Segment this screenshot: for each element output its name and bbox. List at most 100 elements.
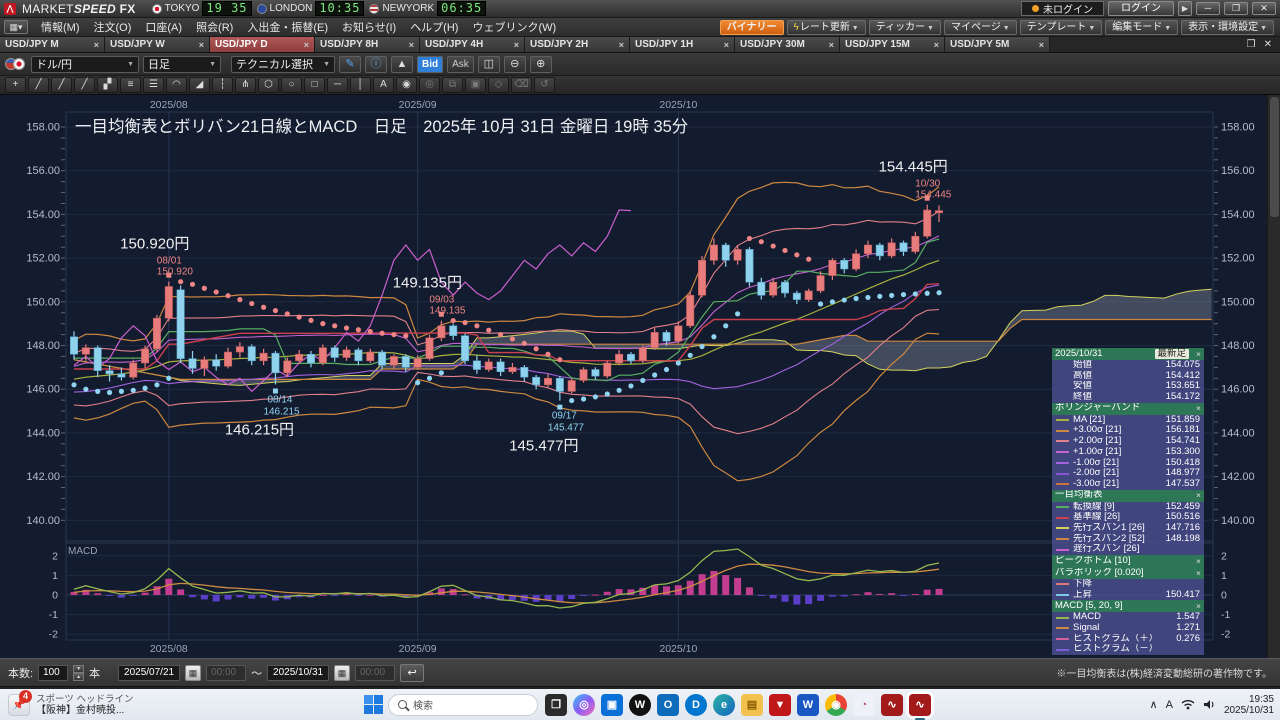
mcafee-icon[interactable]: ▼	[769, 693, 791, 716]
chart-scrollbar[interactable]	[1267, 95, 1280, 658]
tab-close-icon[interactable]: ×	[933, 39, 939, 50]
tab-usd-jpy-5m[interactable]: USD/JPY 5M ×	[945, 37, 1050, 52]
menu-button-5[interactable]: 編集モード ▼	[1105, 19, 1179, 35]
bars-count-input[interactable]: 100	[38, 664, 69, 681]
draw-tool-0[interactable]: +	[5, 77, 26, 93]
word-icon[interactable]: W	[797, 693, 819, 716]
section-close-icon[interactable]: ×	[1196, 403, 1201, 414]
draw-tool-9[interactable]: ┆	[212, 77, 233, 93]
reload-range-button[interactable]: ↩	[400, 663, 425, 682]
bid-toggle-button[interactable]: Bid	[417, 55, 444, 73]
login-button[interactable]: ログイン	[1108, 1, 1174, 16]
zoom-in-button[interactable]: ⊕	[529, 55, 552, 73]
candle-style-button[interactable]: ◫	[477, 55, 500, 73]
tab-close-icon[interactable]: ×	[303, 39, 309, 50]
draw-tool-11[interactable]: ⬡	[258, 77, 279, 93]
outlook-icon[interactable]: O	[657, 693, 679, 716]
tab-close-icon[interactable]: ×	[408, 39, 414, 50]
menu-item-R[interactable]: 照会(R)	[196, 22, 234, 34]
draw-mode-button[interactable]: ✎	[339, 55, 361, 73]
draw-tool-23[interactable]: ↺	[534, 77, 555, 93]
tab-usd-jpy-1h[interactable]: USD/JPY 1H ×	[630, 37, 735, 52]
close-button[interactable]: ✕	[1252, 2, 1276, 15]
taskbar-clock[interactable]: 19:35 2025/10/31	[1224, 694, 1274, 716]
calendar-to-icon[interactable]: ▦	[334, 664, 351, 681]
start-button[interactable]	[362, 694, 384, 716]
hidden-icons-caret[interactable]: ∧	[1149, 699, 1158, 711]
menu-button-4[interactable]: テンプレート ▼	[1019, 19, 1103, 35]
tab-close-icon[interactable]: ×	[93, 39, 99, 50]
tab-usd-jpy-2h[interactable]: USD/JPY 2H ×	[525, 37, 630, 52]
bars-count-stepper[interactable]: ▼ ▲	[73, 664, 85, 681]
calendar-from-icon[interactable]: ▦	[185, 664, 202, 681]
menu-button-2[interactable]: ティッカー ▼	[868, 19, 941, 35]
draw-tool-19[interactable]: ⧉	[442, 77, 463, 93]
marketspeed-active-icon[interactable]: ∿	[909, 693, 931, 720]
section-close-icon[interactable]: ×	[1196, 555, 1201, 566]
menu-button-0[interactable]: バイナリー	[719, 19, 784, 35]
store-icon[interactable]: ▣	[601, 693, 623, 716]
ask-toggle-button[interactable]: Ask	[447, 55, 474, 73]
volume-icon[interactable]	[1203, 699, 1216, 710]
draw-tool-20[interactable]: ▣	[465, 77, 486, 93]
menu-item-A[interactable]: 口座(A)	[145, 22, 183, 34]
tab-usd-jpy-4h[interactable]: USD/JPY 4H ×	[420, 37, 525, 52]
menu-item-H[interactable]: ヘルプ(H)	[410, 22, 459, 34]
menu-button-3[interactable]: マイページ ▼	[943, 19, 1017, 35]
expand-layout-icon[interactable]: ❒	[1246, 39, 1256, 50]
login-expand-button[interactable]: ▶	[1178, 1, 1192, 16]
taskbar-search[interactable]: 検索	[388, 693, 538, 716]
draw-tool-7[interactable]: ◠	[166, 77, 187, 93]
menu-item-O[interactable]: 注文(O)	[93, 22, 132, 34]
tab-usd-jpy-15m[interactable]: USD/JPY 15M ×	[840, 37, 945, 52]
tab-close-icon[interactable]: ×	[1038, 39, 1044, 50]
draw-tool-1[interactable]: ╱	[28, 77, 49, 93]
draw-tool-13[interactable]: □	[304, 77, 325, 93]
date-to-input[interactable]: 2025/10/31	[267, 664, 330, 681]
menu-item-E[interactable]: 入出金・振替(E)	[247, 22, 329, 34]
area-chart-button[interactable]: ▲	[391, 55, 413, 73]
close-layout-icon[interactable]: ✕	[1263, 39, 1272, 50]
edge-icon[interactable]: e	[713, 693, 735, 716]
draw-tool-4[interactable]: ▞	[97, 77, 118, 93]
tab-close-icon[interactable]: ×	[513, 39, 519, 50]
tab-usd-jpy-8h[interactable]: USD/JPY 8H ×	[315, 37, 420, 52]
tab-close-icon[interactable]: ×	[828, 39, 834, 50]
draw-tool-17[interactable]: ◉	[396, 77, 417, 93]
tab-close-icon[interactable]: ×	[618, 39, 624, 50]
timeframe-select[interactable]: 日足 ▼	[143, 55, 221, 73]
tab-close-icon[interactable]: ×	[723, 39, 729, 50]
menu-item-W[interactable]: ウェブリンク(W)	[472, 22, 557, 34]
minimize-button[interactable]: ─	[1196, 2, 1220, 15]
zoom-out-button[interactable]: ⊖	[503, 55, 526, 73]
taskview-icon[interactable]: ❒	[545, 693, 567, 716]
paint-icon[interactable]: ◔	[853, 693, 875, 716]
draw-tool-15[interactable]: │	[350, 77, 371, 93]
tab-usd-jpy-d[interactable]: USD/JPY D ×	[210, 37, 315, 52]
menu-button-6[interactable]: 表示・環境設定 ▼	[1181, 19, 1274, 35]
menu-item-I[interactable]: お知らせ(I)	[342, 22, 397, 34]
dell-icon[interactable]: D	[685, 693, 707, 716]
tab-close-icon[interactable]: ×	[198, 39, 204, 50]
draw-tool-3[interactable]: ╱	[74, 77, 95, 93]
tab-usd-jpy-w[interactable]: USD/JPY W ×	[105, 37, 210, 52]
section-close-icon[interactable]: ×	[1196, 567, 1201, 578]
pair-select[interactable]: ドル/円 ▼	[31, 55, 139, 73]
restore-button[interactable]: ❐	[1224, 2, 1248, 15]
draw-tool-5[interactable]: ≡	[120, 77, 141, 93]
menu-grid-icon[interactable]: ▦▾	[4, 20, 28, 34]
ime-indicator[interactable]: A	[1165, 698, 1173, 711]
copilot-icon[interactable]: ◎	[573, 693, 595, 716]
section-close-icon[interactable]: ×	[1196, 601, 1201, 612]
panel-close-icon[interactable]: ×	[1196, 348, 1201, 359]
wave-app-icon[interactable]: W	[629, 693, 651, 716]
draw-tool-16[interactable]: A	[373, 77, 394, 93]
technical-select-button[interactable]: テクニカル選択 ▼	[231, 55, 335, 73]
draw-tool-10[interactable]: ⋔	[235, 77, 256, 93]
section-close-icon[interactable]: ×	[1196, 490, 1201, 501]
info-button[interactable]: ⓘ	[365, 55, 387, 73]
draw-tool-6[interactable]: ☰	[143, 77, 164, 93]
marketspeed-icon[interactable]: ∿	[881, 693, 903, 716]
draw-tool-2[interactable]: ╱	[51, 77, 72, 93]
chrome-icon[interactable]: ◉	[825, 693, 847, 716]
